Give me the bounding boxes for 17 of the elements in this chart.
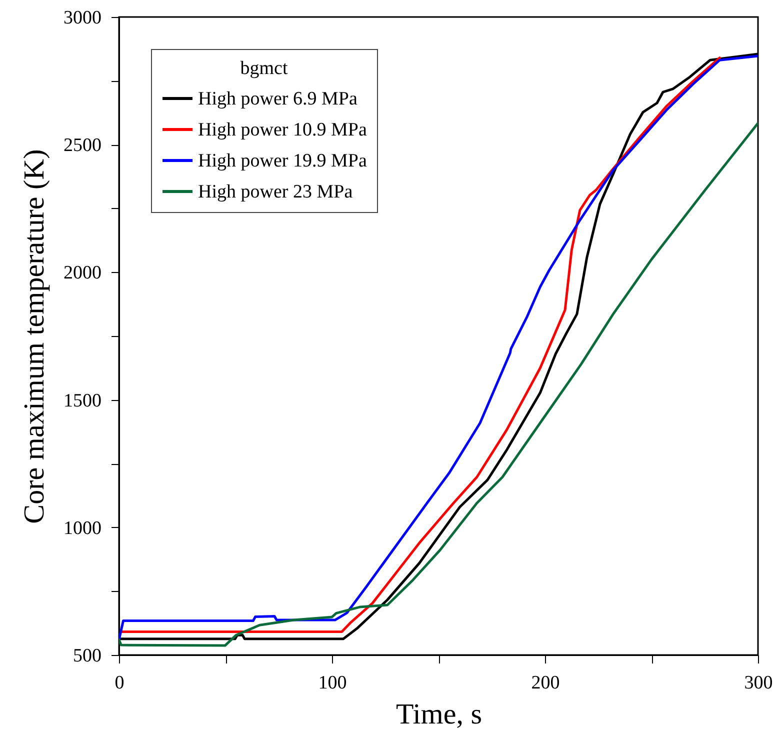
x-tick-label: 300 [744, 672, 773, 694]
legend-label: High power 19.9 MPa [198, 150, 368, 172]
y-tick-label: 2000 [64, 262, 102, 284]
y-tick-label: 1000 [64, 518, 102, 539]
y-tick-label: 500 [73, 646, 102, 666]
x-tick-label: 100 [318, 672, 347, 694]
y-axis-title: Core maximum temperature (K) [18, 149, 50, 524]
legend-label: High power 23 MPa [198, 182, 354, 202]
legend-title: bgmct [240, 58, 288, 79]
legend-label: High power 10.9 MPa [198, 120, 368, 140]
y-tick-label: 3000 [64, 8, 102, 28]
legend-label: High power 6.9 MPa [198, 88, 358, 110]
x-tick-label: 0 [114, 672, 124, 694]
x-tick-label: 200 [531, 672, 560, 694]
y-tick-label: 2500 [64, 135, 102, 156]
x-axis-title: Time, s [396, 698, 482, 730]
y-tick-label: 1500 [64, 390, 102, 412]
